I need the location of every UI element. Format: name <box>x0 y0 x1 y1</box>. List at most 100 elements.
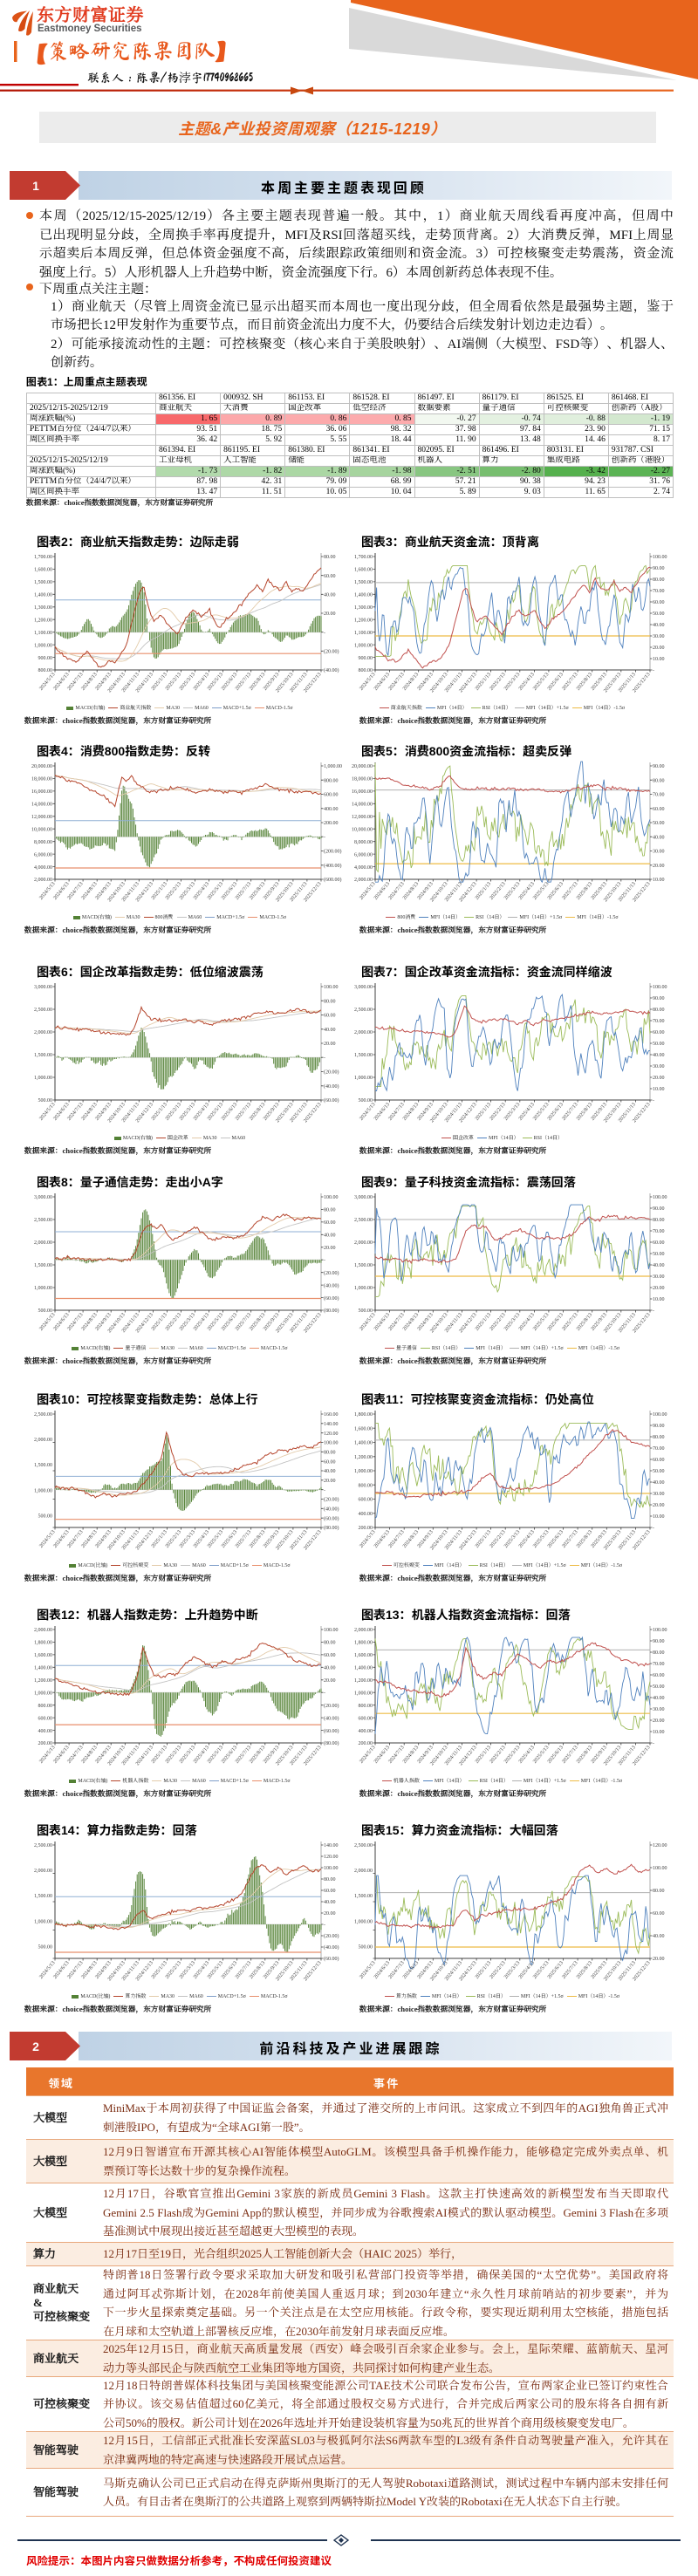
svg-text:(20.00): (20.00) <box>324 1497 339 1503</box>
svg-text:100.00: 100.00 <box>653 1195 667 1200</box>
svg-text:100.00: 100.00 <box>324 985 339 990</box>
svg-text:(20.00): (20.00) <box>324 649 339 655</box>
svg-text:100.00: 100.00 <box>653 555 667 560</box>
svg-text:40.00: 40.00 <box>324 593 336 598</box>
svg-text:600.00: 600.00 <box>324 793 339 798</box>
svg-text:-: - <box>324 836 325 841</box>
svg-text:70.00: 70.00 <box>653 1662 665 1667</box>
svg-text:80.00: 80.00 <box>653 1008 665 1013</box>
svg-text:120.00: 120.00 <box>324 1431 339 1437</box>
svg-text:1,000.00: 1,000.00 <box>354 643 373 648</box>
svg-text:12,000.00: 12,000.00 <box>352 815 373 820</box>
svg-text:2,500.00: 2,500.00 <box>354 1008 373 1013</box>
svg-text:200.00: 200.00 <box>324 821 339 826</box>
svg-text:60.00: 60.00 <box>653 1030 665 1035</box>
svg-text:1,400.00: 1,400.00 <box>354 1666 373 1671</box>
svg-text:30.00: 30.00 <box>653 1274 665 1280</box>
svg-text:30.00: 30.00 <box>653 1492 665 1497</box>
svg-text:60.00: 60.00 <box>653 1673 665 1678</box>
svg-text:1,000.00: 1,000.00 <box>34 1488 52 1493</box>
svg-text:1,100.00: 1,100.00 <box>354 631 373 636</box>
svg-text:-: - <box>324 1258 325 1263</box>
svg-text:(80.00): (80.00) <box>324 1740 339 1746</box>
svg-text:-: - <box>653 1098 654 1104</box>
svg-text:3,000.00: 3,000.00 <box>354 985 373 990</box>
svg-text:60.00: 60.00 <box>653 1911 665 1917</box>
svg-text:1,600.00: 1,600.00 <box>354 1653 373 1658</box>
svg-text:1,000.00: 1,000.00 <box>34 1691 52 1696</box>
svg-text:400.00: 400.00 <box>324 807 339 812</box>
svg-text:50.00: 50.00 <box>653 1469 665 1474</box>
svg-text:40.00: 40.00 <box>324 1666 336 1671</box>
svg-text:80.00: 80.00 <box>324 1208 336 1213</box>
svg-text:(40.00): (40.00) <box>324 667 339 673</box>
svg-text:2,000.00: 2,000.00 <box>34 1030 52 1035</box>
svg-text:50.00: 50.00 <box>653 1252 665 1257</box>
svg-text:(80.00): (80.00) <box>324 1308 339 1314</box>
svg-text:20.00: 20.00 <box>324 1479 336 1484</box>
svg-text:-: - <box>324 1488 325 1493</box>
svg-text:80.00: 80.00 <box>324 555 336 560</box>
svg-text:2,000.00: 2,000.00 <box>354 1869 373 1874</box>
svg-text:500.00: 500.00 <box>38 1098 53 1104</box>
svg-text:3,000.00: 3,000.00 <box>34 1195 52 1200</box>
svg-text:120.00: 120.00 <box>324 1855 339 1860</box>
svg-text:60.00: 60.00 <box>324 1889 336 1894</box>
svg-text:900.00: 900.00 <box>38 656 53 661</box>
svg-text:1,300.00: 1,300.00 <box>34 605 52 611</box>
svg-text:2,000.00: 2,000.00 <box>34 878 52 883</box>
svg-text:2,000.00: 2,000.00 <box>34 1438 52 1443</box>
svg-text:16,000.00: 16,000.00 <box>31 789 52 795</box>
svg-text:600.00: 600.00 <box>359 1716 373 1721</box>
svg-text:(20.00): (20.00) <box>324 1933 339 1939</box>
svg-text:60.00: 60.00 <box>324 1653 336 1658</box>
svg-text:40.00: 40.00 <box>653 836 665 841</box>
svg-text:2,500.00: 2,500.00 <box>354 1218 373 1223</box>
svg-text:70.00: 70.00 <box>653 1446 665 1452</box>
svg-text:1,500.00: 1,500.00 <box>354 1894 373 1899</box>
svg-text:800.00: 800.00 <box>38 668 53 673</box>
svg-text:80.00: 80.00 <box>653 778 665 783</box>
svg-text:100.00: 100.00 <box>324 1628 339 1633</box>
svg-text:1,400.00: 1,400.00 <box>34 1666 52 1671</box>
svg-text:40.00: 40.00 <box>653 1934 665 1939</box>
svg-text:600.00: 600.00 <box>359 1498 373 1503</box>
svg-text:-: - <box>324 1923 325 1928</box>
svg-text:(60.00): (60.00) <box>324 1295 339 1302</box>
svg-text:1,000.00: 1,000.00 <box>354 1076 373 1081</box>
svg-text:(40.00): (40.00) <box>324 1507 339 1513</box>
svg-text:1,800.00: 1,800.00 <box>354 1412 373 1418</box>
svg-text:2,000.00: 2,000.00 <box>34 1628 52 1633</box>
svg-text:1,000.00: 1,000.00 <box>324 764 342 769</box>
svg-text:(60.00): (60.00) <box>324 1956 339 1962</box>
svg-text:20.00: 20.00 <box>653 1076 665 1081</box>
svg-text:80.00: 80.00 <box>324 1451 336 1456</box>
svg-text:100.00: 100.00 <box>653 1628 667 1633</box>
svg-text:10.00: 10.00 <box>653 1514 665 1520</box>
svg-text:1,300.00: 1,300.00 <box>354 605 373 611</box>
svg-text:80.00: 80.00 <box>653 1889 665 1894</box>
svg-text:10,000.00: 10,000.00 <box>31 827 52 832</box>
svg-text:(40.00): (40.00) <box>324 1715 339 1721</box>
svg-text:140.00: 140.00 <box>324 1422 339 1427</box>
svg-text:3,000.00: 3,000.00 <box>34 985 52 990</box>
svg-text:500.00: 500.00 <box>38 1944 53 1950</box>
svg-text:6,000.00: 6,000.00 <box>354 852 373 858</box>
svg-text:2,000.00: 2,000.00 <box>34 1869 52 1874</box>
svg-text:-: - <box>653 1526 654 1531</box>
svg-text:50.00: 50.00 <box>653 1684 665 1690</box>
svg-text:10.00: 10.00 <box>653 878 665 883</box>
svg-text:4,000.00: 4,000.00 <box>34 865 52 871</box>
svg-text:1,700.00: 1,700.00 <box>354 555 373 560</box>
svg-text:(60.00): (60.00) <box>324 1097 339 1104</box>
svg-text:2,500.00: 2,500.00 <box>34 1843 52 1848</box>
svg-text:1,000.00: 1,000.00 <box>34 1286 52 1291</box>
svg-text:1,700.00: 1,700.00 <box>34 555 52 560</box>
svg-text:1,000.00: 1,000.00 <box>34 1919 52 1924</box>
svg-text:1,000.00: 1,000.00 <box>354 1469 373 1474</box>
svg-text:-: - <box>324 631 325 636</box>
svg-text:1,500.00: 1,500.00 <box>354 580 373 585</box>
svg-text:1,500.00: 1,500.00 <box>34 1463 52 1468</box>
svg-text:1,000.00: 1,000.00 <box>354 1286 373 1291</box>
svg-text:40.00: 40.00 <box>653 623 665 628</box>
